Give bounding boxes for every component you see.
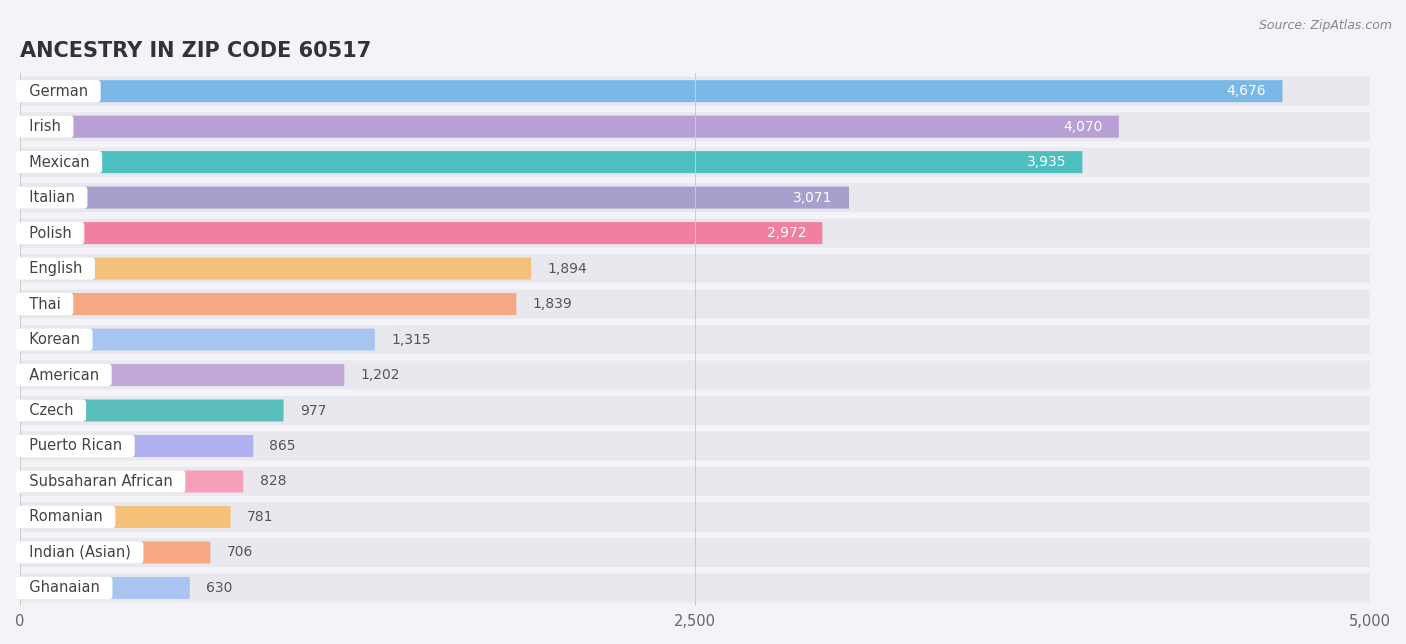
Text: Thai: Thai [20, 297, 70, 312]
Text: American: American [20, 368, 108, 383]
Text: Czech: Czech [20, 403, 83, 418]
FancyBboxPatch shape [20, 542, 211, 564]
FancyBboxPatch shape [20, 573, 1369, 603]
Text: 3,935: 3,935 [1026, 155, 1066, 169]
FancyBboxPatch shape [20, 396, 1369, 425]
Text: Korean: Korean [20, 332, 89, 347]
FancyBboxPatch shape [20, 112, 1369, 141]
Text: ANCESTRY IN ZIP CODE 60517: ANCESTRY IN ZIP CODE 60517 [20, 41, 371, 61]
Text: 4,070: 4,070 [1063, 120, 1102, 134]
Text: 828: 828 [260, 475, 285, 489]
FancyBboxPatch shape [20, 293, 516, 315]
Text: 1,202: 1,202 [360, 368, 399, 382]
FancyBboxPatch shape [20, 222, 823, 244]
FancyBboxPatch shape [20, 147, 1369, 176]
Text: 1,894: 1,894 [547, 261, 588, 276]
Text: Italian: Italian [20, 190, 84, 205]
Text: 630: 630 [207, 581, 232, 595]
FancyBboxPatch shape [20, 254, 1369, 283]
Text: 977: 977 [299, 404, 326, 417]
Text: English: English [20, 261, 91, 276]
FancyBboxPatch shape [20, 471, 243, 493]
Text: Mexican: Mexican [20, 155, 98, 169]
Text: Indian (Asian): Indian (Asian) [20, 545, 139, 560]
FancyBboxPatch shape [20, 77, 1369, 106]
FancyBboxPatch shape [20, 290, 1369, 319]
FancyBboxPatch shape [20, 435, 253, 457]
FancyBboxPatch shape [20, 151, 1083, 173]
Text: 1,839: 1,839 [533, 297, 572, 311]
Text: 781: 781 [247, 510, 273, 524]
FancyBboxPatch shape [20, 218, 1369, 248]
Text: 865: 865 [270, 439, 297, 453]
Text: 706: 706 [226, 545, 253, 560]
FancyBboxPatch shape [20, 431, 1369, 460]
Text: 3,071: 3,071 [793, 191, 832, 205]
FancyBboxPatch shape [20, 183, 1369, 212]
Text: Polish: Polish [20, 225, 80, 241]
Text: Ghanaian: Ghanaian [20, 580, 108, 596]
Text: Subsaharan African: Subsaharan African [20, 474, 181, 489]
FancyBboxPatch shape [20, 328, 375, 350]
FancyBboxPatch shape [20, 399, 284, 422]
FancyBboxPatch shape [20, 325, 1369, 354]
FancyBboxPatch shape [20, 467, 1369, 496]
FancyBboxPatch shape [20, 187, 849, 209]
FancyBboxPatch shape [20, 361, 1369, 390]
FancyBboxPatch shape [20, 577, 190, 599]
Text: Source: ZipAtlas.com: Source: ZipAtlas.com [1258, 19, 1392, 32]
FancyBboxPatch shape [20, 506, 231, 528]
Text: Puerto Rican: Puerto Rican [20, 439, 131, 453]
Text: 4,676: 4,676 [1226, 84, 1267, 98]
Text: Irish: Irish [20, 119, 70, 134]
FancyBboxPatch shape [20, 502, 1369, 531]
FancyBboxPatch shape [20, 116, 1119, 138]
FancyBboxPatch shape [20, 538, 1369, 567]
Text: 1,315: 1,315 [391, 332, 430, 346]
Text: 2,972: 2,972 [766, 226, 806, 240]
FancyBboxPatch shape [20, 258, 531, 279]
Text: German: German [20, 84, 97, 99]
FancyBboxPatch shape [20, 364, 344, 386]
FancyBboxPatch shape [20, 80, 1282, 102]
Text: Romanian: Romanian [20, 509, 111, 524]
